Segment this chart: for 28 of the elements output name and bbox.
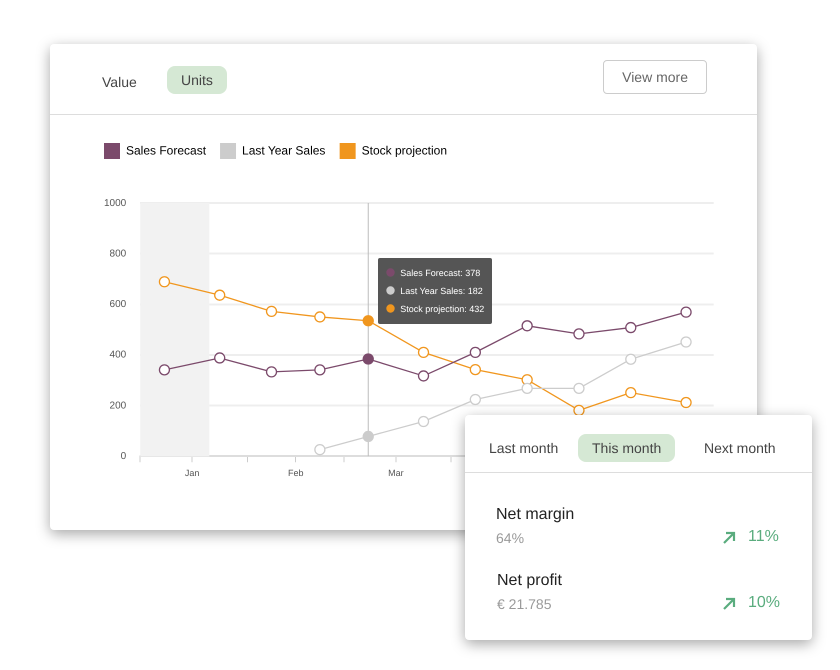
x-tick-label: Jan [184,468,200,478]
text: 11% [748,528,779,546]
annotation: This month [578,434,676,462]
y-tick-label: 400 [110,350,127,361]
x-tick-label: Feb [288,468,304,478]
y-tick-label: 1000 [104,198,127,209]
y-tick-label: 600 [110,299,127,310]
text: Net margin [496,506,574,524]
legend-label: Last Year Sales [242,143,326,158]
legend-label: Sales Forecast [126,143,207,158]
annotation: Stock projection: 432 [399,302,484,316]
annotation: Next month [703,439,777,458]
text: 64% [496,530,524,546]
y-tick-label: 800 [110,248,127,260]
text: Net profit [497,572,562,590]
y-tick-label: 200 [110,400,127,412]
x-tick-label: Mar [388,468,404,478]
annotation: Sales Forecast: 378 [399,266,482,280]
text: Value [101,73,138,92]
y-tick-label: 0 [120,450,127,462]
annotation: Last month [488,439,560,458]
text: € 21.785 [497,596,552,612]
text: Units [167,66,227,94]
text: View more [603,60,707,94]
legend-label: Stock projection [362,143,448,158]
annotation: Last Year Sales: 182 [399,284,484,298]
tooltip-box: Sales Forecast: 378 Last Year Sales: 182 Stock projection: 432 [378,258,492,324]
text: 10% [748,594,780,612]
